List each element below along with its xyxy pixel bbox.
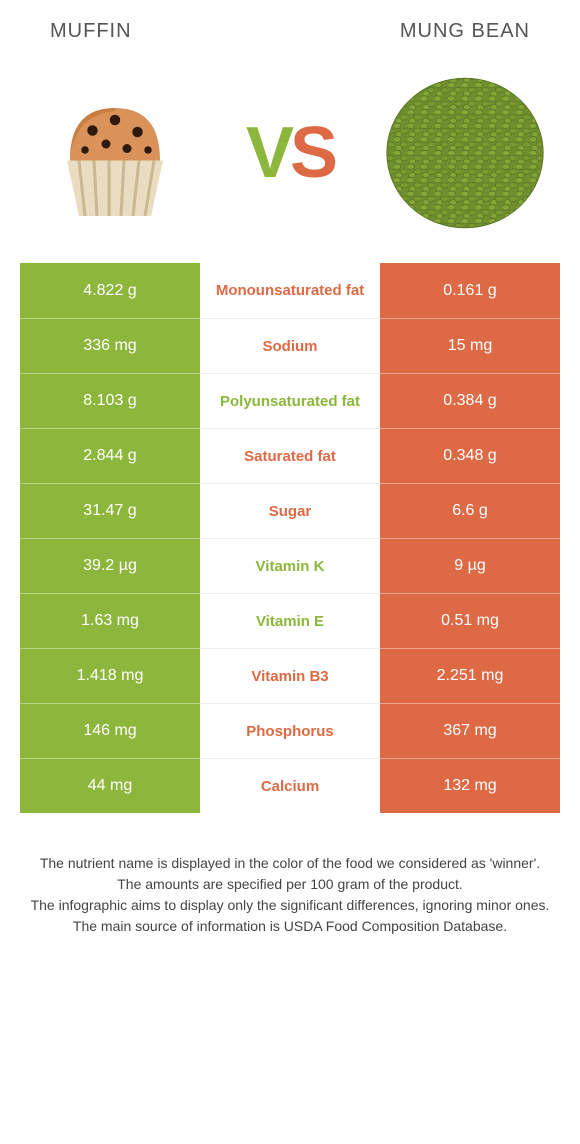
header-row: Muffin Mung bean xyxy=(20,20,560,58)
footnote-line: The nutrient name is displayed in the co… xyxy=(30,853,550,874)
nutrient-table: 4.822 gMonounsaturated fat0.161 g336 mgS… xyxy=(20,263,560,813)
nutrient-label-cell: Calcium xyxy=(200,758,380,813)
left-value-cell: 4.822 g xyxy=(20,263,200,318)
table-row: 39.2 µgVitamin K9 µg xyxy=(20,538,560,593)
footnote: The nutrient name is displayed in the co… xyxy=(20,813,560,947)
nutrient-label-cell: Monounsaturated fat xyxy=(200,263,380,318)
right-value-cell: 2.251 mg xyxy=(380,648,560,703)
right-value-cell: 6.6 g xyxy=(380,483,560,538)
images-row: VS xyxy=(20,58,560,263)
table-row: 31.47 gSugar6.6 g xyxy=(20,483,560,538)
right-value-cell: 0.384 g xyxy=(380,373,560,428)
nutrient-label-cell: Vitamin K xyxy=(200,538,380,593)
left-value-cell: 1.418 mg xyxy=(20,648,200,703)
table-row: 336 mgSodium15 mg xyxy=(20,318,560,373)
vs-label: VS xyxy=(246,112,334,194)
nutrient-label-cell: Vitamin B3 xyxy=(200,648,380,703)
nutrient-label-cell: Polyunsaturated fat xyxy=(200,373,380,428)
right-value-cell: 9 µg xyxy=(380,538,560,593)
footnote-line: The infographic aims to display only the… xyxy=(30,895,550,916)
nutrient-label-cell: Sodium xyxy=(200,318,380,373)
left-value-cell: 336 mg xyxy=(20,318,200,373)
table-row: 146 mgPhosphorus367 mg xyxy=(20,703,560,758)
left-value-cell: 1.63 mg xyxy=(20,593,200,648)
right-value-cell: 0.161 g xyxy=(380,263,560,318)
nutrient-label-cell: Sugar xyxy=(200,483,380,538)
left-value-cell: 8.103 g xyxy=(20,373,200,428)
right-value-cell: 15 mg xyxy=(380,318,560,373)
table-row: 44 mgCalcium132 mg xyxy=(20,758,560,813)
right-value-cell: 132 mg xyxy=(380,758,560,813)
left-value-cell: 146 mg xyxy=(20,703,200,758)
footnote-line: The amounts are specified per 100 gram o… xyxy=(30,874,550,895)
table-row: 1.63 mgVitamin E0.51 mg xyxy=(20,593,560,648)
mung-bean-image xyxy=(380,68,550,238)
muffin-image xyxy=(30,68,200,238)
nutrient-label-cell: Saturated fat xyxy=(200,428,380,483)
table-row: 8.103 gPolyunsaturated fat0.384 g xyxy=(20,373,560,428)
left-value-cell: 39.2 µg xyxy=(20,538,200,593)
right-value-cell: 0.51 mg xyxy=(380,593,560,648)
nutrient-label-cell: Phosphorus xyxy=(200,703,380,758)
right-value-cell: 0.348 g xyxy=(380,428,560,483)
left-value-cell: 44 mg xyxy=(20,758,200,813)
left-food-title: Muffin xyxy=(50,20,132,43)
vs-v-letter: V xyxy=(246,113,290,193)
beans-icon xyxy=(380,68,550,238)
table-row: 4.822 gMonounsaturated fat0.161 g xyxy=(20,263,560,318)
table-row: 2.844 gSaturated fat0.348 g xyxy=(20,428,560,483)
right-value-cell: 367 mg xyxy=(380,703,560,758)
nutrient-label-cell: Vitamin E xyxy=(200,593,380,648)
muffin-icon xyxy=(40,78,190,228)
table-row: 1.418 mgVitamin B32.251 mg xyxy=(20,648,560,703)
vs-s-letter: S xyxy=(290,113,334,193)
left-value-cell: 2.844 g xyxy=(20,428,200,483)
left-value-cell: 31.47 g xyxy=(20,483,200,538)
right-food-title: Mung bean xyxy=(400,20,530,43)
footnote-line: The main source of information is USDA F… xyxy=(30,916,550,937)
